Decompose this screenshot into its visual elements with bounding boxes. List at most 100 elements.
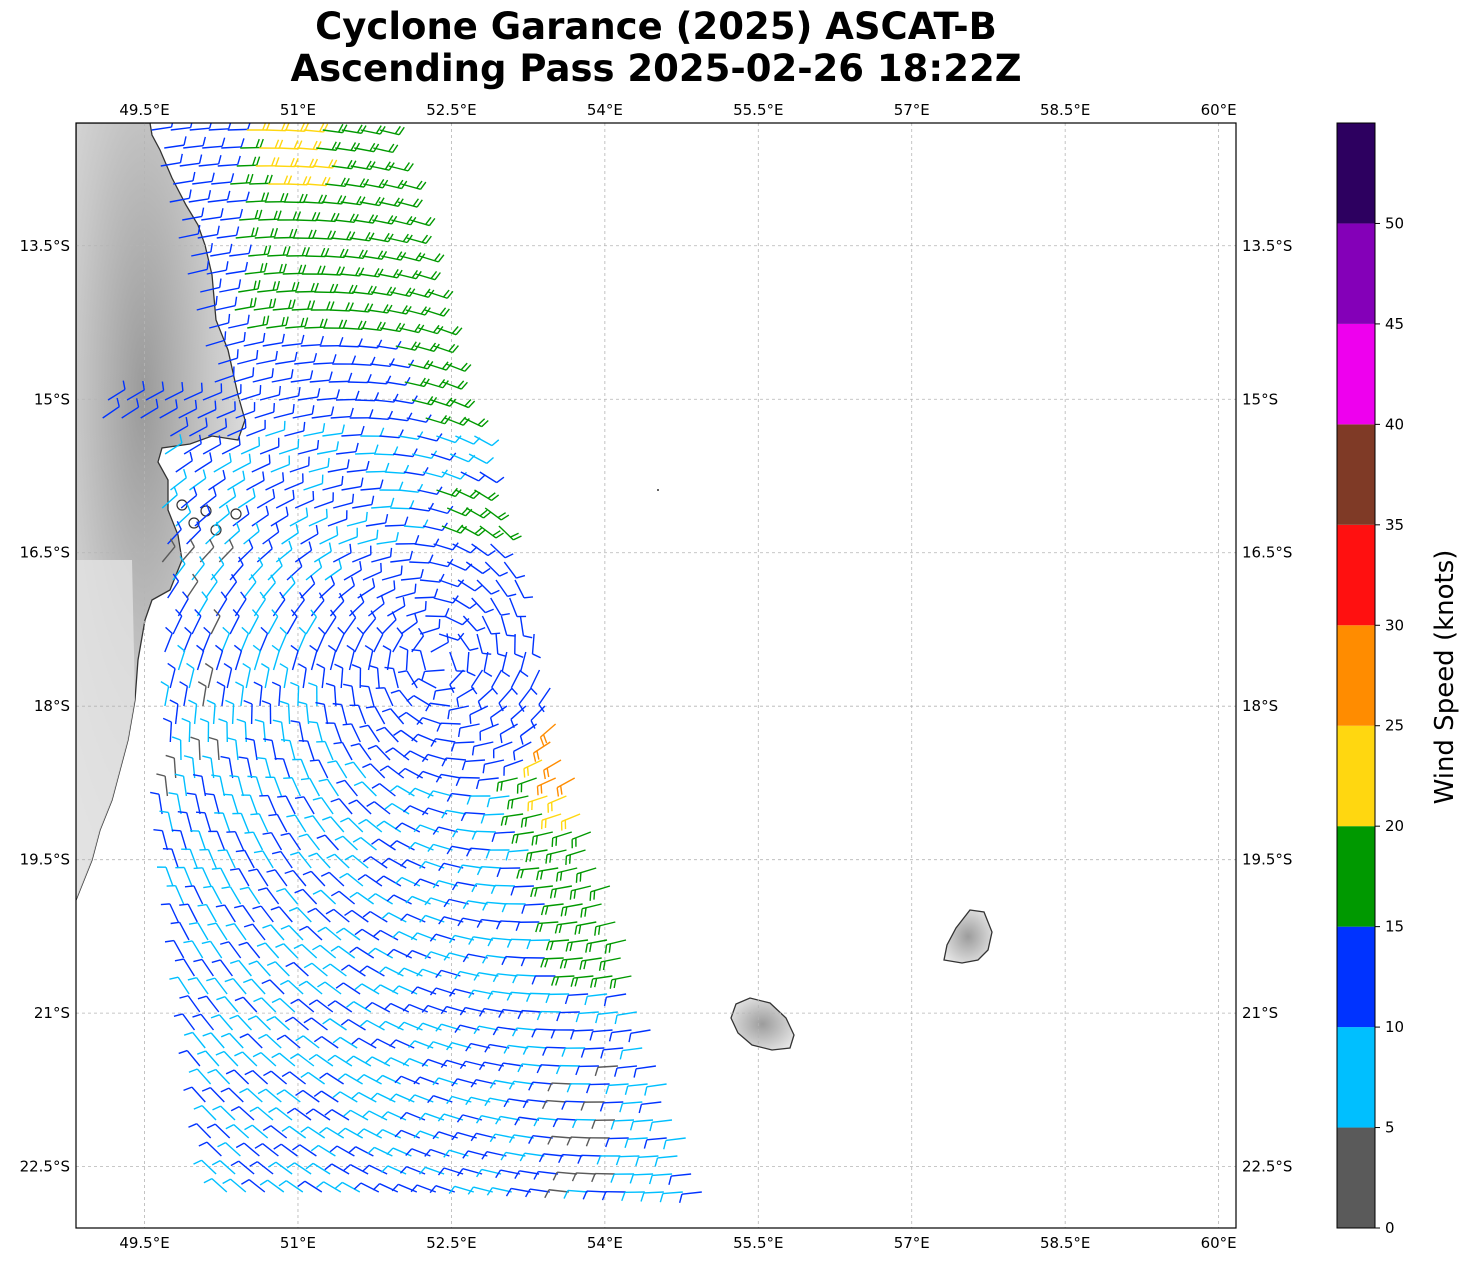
- wind-barb: [500, 920, 521, 923]
- wind-barb-feather: [300, 777, 310, 781]
- wind-barb-feather: [259, 263, 264, 273]
- wind-barb: [538, 1117, 559, 1121]
- wind-barb: [477, 687, 494, 702]
- wind-barb-feather: [438, 916, 445, 925]
- wind-barb-feather: [169, 699, 179, 705]
- wind-barb-feather: [310, 282, 315, 292]
- wind-barb-feather: [378, 197, 385, 206]
- wind-barb: [256, 1161, 274, 1175]
- wind-barb: [338, 345, 359, 348]
- wind-barb: [188, 668, 195, 689]
- wind-barb: [414, 1040, 434, 1049]
- wind-barb-feather: [225, 1069, 235, 1075]
- wind-barb: [316, 449, 337, 455]
- wind-barb: [240, 813, 250, 833]
- wind-barb: [398, 489, 419, 493]
- wind-barb-feather: [363, 178, 370, 188]
- wind-barb-feather: [416, 180, 423, 189]
- wind-barb-feather: [275, 943, 284, 948]
- wind-barb-feather: [500, 781, 503, 791]
- wind-barb-feather: [432, 690, 437, 700]
- wind-barb: [524, 1152, 545, 1157]
- wind-barb: [215, 304, 236, 311]
- lat-tick-label-right: 13.5°S: [1242, 237, 1292, 255]
- wind-barb: [265, 129, 286, 132]
- wind-barb: [107, 388, 126, 401]
- wind-barb: [208, 426, 227, 437]
- wind-barb-feather: [364, 1056, 373, 1064]
- wind-barb-feather: [549, 853, 552, 863]
- wind-barb-feather: [544, 958, 549, 968]
- wind-barb-feather: [570, 1030, 575, 1040]
- wind-barb: [261, 997, 277, 1013]
- wind-barb: [254, 411, 274, 419]
- wind-barb-feather: [523, 768, 526, 778]
- wind-barb-feather: [211, 867, 221, 870]
- wind-barb-feather: [290, 369, 294, 379]
- wind-barb: [167, 528, 182, 545]
- wind-barb-feather: [520, 670, 529, 678]
- wind-barb: [284, 481, 304, 491]
- wind-barb-feather: [308, 721, 318, 724]
- wind-barb: [274, 1016, 290, 1031]
- wind-barb: [216, 831, 226, 851]
- wind-barb-feather: [255, 350, 259, 360]
- wind-barb-feather: [252, 1051, 262, 1058]
- axis-ticks: 49.5°E49.5°E51°E51°E52.5°E52.5°E54°E54°E…: [20, 101, 1293, 1252]
- wind-barb-feather: [490, 885, 496, 894]
- wind-barb-feather: [327, 457, 330, 467]
- wind-barb-feather: [327, 1000, 336, 1007]
- wind-barb-feather: [169, 976, 179, 980]
- wind-barb: [224, 904, 236, 923]
- wind-barb-feather: [286, 246, 291, 256]
- wind-barb-feather: [392, 144, 399, 153]
- wind-barb-feather: [397, 1021, 405, 1030]
- wind-barb-feather: [170, 123, 174, 128]
- wind-barb-feather: [469, 714, 472, 724]
- wind-barb-feather: [467, 400, 476, 409]
- wind-barb-feather: [473, 1025, 480, 1035]
- wind-barb: [475, 883, 496, 887]
- wind-barb: [230, 1178, 247, 1193]
- lon-tick-label-bottom: 58.5°E: [1040, 1234, 1090, 1252]
- wind-barb: [350, 1163, 369, 1175]
- wind-barb-feather: [177, 644, 186, 652]
- wind-barb: [497, 973, 518, 977]
- wind-barb: [411, 949, 431, 959]
- wind-barb-feather: [179, 681, 188, 687]
- wind-barb: [198, 830, 207, 851]
- wind-barb: [371, 1001, 391, 1013]
- wind-barb: [225, 1142, 241, 1157]
- wind-barb: [646, 1083, 667, 1088]
- wind-barb-feather: [498, 1062, 504, 1072]
- wind-barb: [284, 430, 304, 437]
- wind-barb: [288, 925, 304, 941]
- wind-barb-feather: [461, 761, 466, 771]
- wind-barb: [232, 978, 247, 995]
- wind-barb: [182, 215, 203, 221]
- wind-barb: [256, 497, 275, 509]
- wind-barb: [538, 687, 551, 705]
- wind-barb: [296, 907, 312, 923]
- wind-barb-feather: [389, 358, 395, 367]
- wind-barb: [652, 1119, 673, 1124]
- wind-barb: [351, 909, 369, 923]
- wind-barb: [581, 1154, 602, 1157]
- wind-barb-feather: [222, 469, 226, 480]
- wind-barb-feather: [575, 1066, 580, 1076]
- wind-barb-feather: [496, 868, 501, 878]
- wind-barb: [495, 579, 509, 597]
- wind-barb-feather: [268, 1161, 277, 1168]
- wind-barb: [275, 498, 295, 509]
- wind-barb: [220, 867, 231, 887]
- wind-barb: [285, 795, 296, 815]
- wind-barb: [218, 357, 238, 365]
- wind-barb: [471, 543, 489, 557]
- wind-barb: [395, 1093, 415, 1103]
- wind-barb: [319, 534, 338, 545]
- wind-barb: [210, 615, 221, 635]
- wind-barb: [233, 375, 254, 383]
- wind-barb: [486, 901, 507, 905]
- wind-barb-feather: [254, 718, 264, 723]
- lat-tick-label-right: 21°S: [1242, 1004, 1278, 1022]
